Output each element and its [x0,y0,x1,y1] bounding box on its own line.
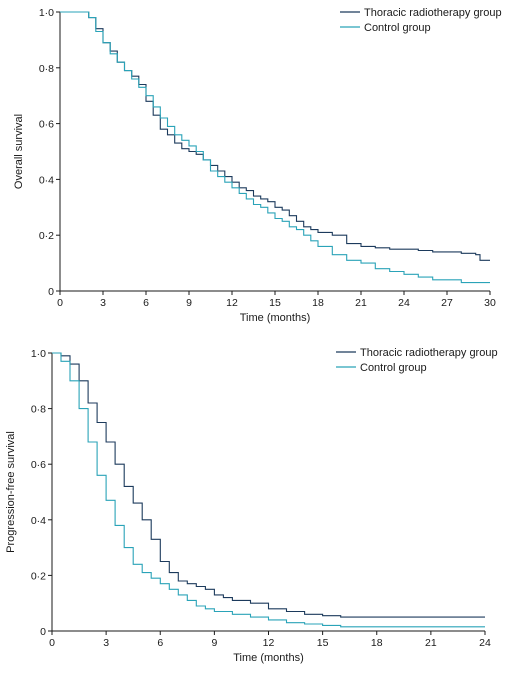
x-tick-label: 9 [211,637,217,649]
legend-label: Control group [364,22,431,34]
x-tick-label: 24 [398,297,410,309]
x-tick-label: 6 [157,637,163,649]
x-axis-title: Time (months) [233,652,304,664]
x-tick-label: 15 [269,297,281,309]
y-axis-title: Progression-free survival [5,431,17,553]
x-axis-title: Time (months) [240,312,311,324]
y-tick-label: 1·0 [39,7,54,19]
x-tick-label: 6 [143,297,149,309]
y-tick-label: 0 [40,626,46,638]
y-tick-label: 0·8 [31,404,46,416]
y-tick-label: 0 [48,286,54,298]
control-survival-curve [52,352,485,628]
x-tick-label: 12 [263,637,275,649]
y-axis-title: Overall survival [13,114,25,189]
chart-panel-2: 0 3 6 9 12 15 18 21 24 0 0·2 0·4 0·6 0·8 1·0 Time (mont… [5,347,498,664]
x-tick-label: 30 [484,297,496,309]
legend-label: Thoracic radiotherapy group [364,7,502,19]
y-tick-label: 0·6 [31,459,46,471]
y-tick-label: 0·8 [39,63,54,75]
y-tick-label: 1·0 [31,348,46,360]
x-tick-label: 0 [57,297,63,309]
chart-panel-1: 0 3 6 9 12 15 18 21 24 27 30 0 0·2 0·4 0·6 0·8 1·0 Time (… [13,7,502,324]
y-tick-label: 0·6 [39,119,54,131]
x-tick-label: 18 [312,297,324,309]
x-tick-label: 3 [103,637,109,649]
x-tick-label: 0 [49,637,55,649]
legend-label: Control group [360,362,427,374]
x-tick-label: 3 [100,297,106,309]
y-tick-label: 0·2 [39,230,54,242]
x-tick-label: 12 [226,297,238,309]
radiotherapy-survival-curve [52,352,485,618]
legend-label: Thoracic radiotherapy group [360,347,498,359]
radiotherapy-survival-curve [60,11,490,261]
x-tick-label: 15 [317,637,329,649]
x-tick-label: 21 [425,637,437,649]
y-tick-label: 0·4 [39,174,54,186]
x-tick-label: 18 [371,637,383,649]
x-tick-label: 9 [186,297,192,309]
y-tick-label: 0·2 [31,570,46,582]
x-tick-label: 24 [479,637,491,649]
x-tick-label: 27 [441,297,453,309]
control-survival-curve [60,11,490,284]
y-tick-label: 0·4 [31,515,46,527]
x-tick-label: 21 [355,297,367,309]
